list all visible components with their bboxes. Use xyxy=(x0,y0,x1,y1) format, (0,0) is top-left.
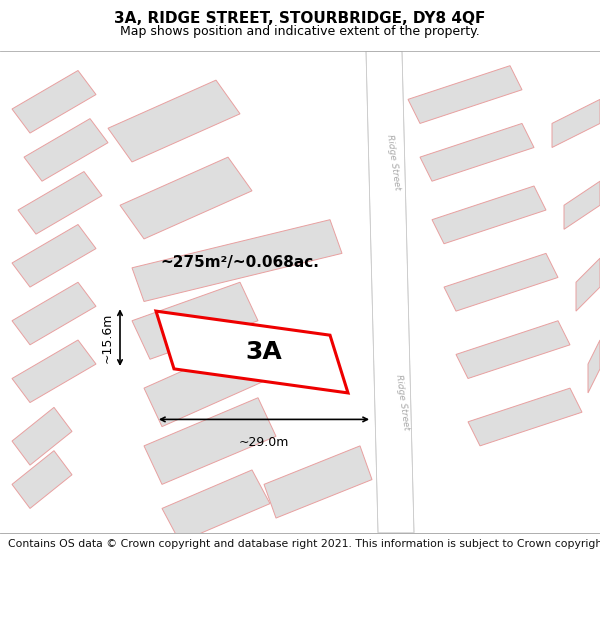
Polygon shape xyxy=(12,224,96,287)
Polygon shape xyxy=(132,219,342,301)
Polygon shape xyxy=(564,181,600,229)
Polygon shape xyxy=(12,71,96,133)
Polygon shape xyxy=(144,398,276,484)
Text: 3A: 3A xyxy=(245,340,283,364)
Polygon shape xyxy=(12,282,96,345)
Polygon shape xyxy=(12,408,72,465)
Polygon shape xyxy=(456,321,570,379)
Polygon shape xyxy=(132,282,258,359)
Text: Contains OS data © Crown copyright and database right 2021. This information is : Contains OS data © Crown copyright and d… xyxy=(8,539,600,549)
Polygon shape xyxy=(12,451,72,509)
Polygon shape xyxy=(432,186,546,244)
Polygon shape xyxy=(366,51,414,532)
Polygon shape xyxy=(576,258,600,311)
Text: ~15.6m: ~15.6m xyxy=(101,312,114,362)
Polygon shape xyxy=(264,446,372,518)
Polygon shape xyxy=(18,171,102,234)
Polygon shape xyxy=(552,99,600,148)
Polygon shape xyxy=(408,66,522,124)
Polygon shape xyxy=(24,119,108,181)
Polygon shape xyxy=(420,124,534,181)
Polygon shape xyxy=(12,340,96,402)
Polygon shape xyxy=(444,253,558,311)
Text: Map shows position and indicative extent of the property.: Map shows position and indicative extent… xyxy=(120,25,480,38)
Polygon shape xyxy=(162,470,270,542)
Text: ~275m²/~0.068ac.: ~275m²/~0.068ac. xyxy=(161,256,319,271)
Polygon shape xyxy=(108,80,240,162)
Text: Ridge Street: Ridge Street xyxy=(394,374,410,431)
Text: 3A, RIDGE STREET, STOURBRIDGE, DY8 4QF: 3A, RIDGE STREET, STOURBRIDGE, DY8 4QF xyxy=(115,11,485,26)
Polygon shape xyxy=(468,388,582,446)
Text: ~29.0m: ~29.0m xyxy=(239,436,289,449)
Polygon shape xyxy=(144,340,270,427)
Text: Ridge Street: Ridge Street xyxy=(385,134,401,191)
Polygon shape xyxy=(120,157,252,239)
Polygon shape xyxy=(156,311,348,393)
Polygon shape xyxy=(588,340,600,393)
